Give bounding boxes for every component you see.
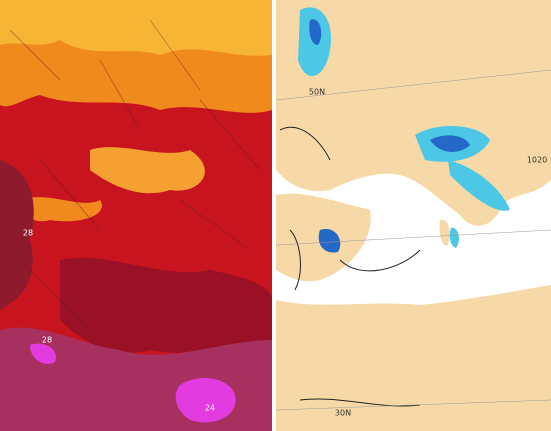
map-label: 28 [42,336,52,345]
map-label: 50N [309,88,325,97]
extreme-patch [30,343,56,365]
map-label: 30N [335,409,351,418]
coastlines [9,19,261,331]
warm-patch [90,147,205,194]
extreme-patch [175,377,236,423]
land-africa [276,285,551,431]
map-label: 28 [23,229,33,238]
mild-zone [0,0,272,56]
map-label: 24 [205,404,215,413]
land-europe [276,0,551,226]
precip-area [449,227,459,248]
warm-patch [20,197,102,222]
hot-zone [60,257,272,353]
temperature-map [0,0,272,431]
precip-area [448,160,510,211]
precip-core [430,135,470,152]
precip-core [309,19,322,45]
isobars [279,126,421,407]
precip-core [318,229,341,253]
precipitation-map [275,0,551,431]
map-label: 1020 [527,156,547,165]
graticule [275,69,551,411]
hot-zone [0,160,34,310]
island [439,219,450,246]
divider [272,0,276,431]
